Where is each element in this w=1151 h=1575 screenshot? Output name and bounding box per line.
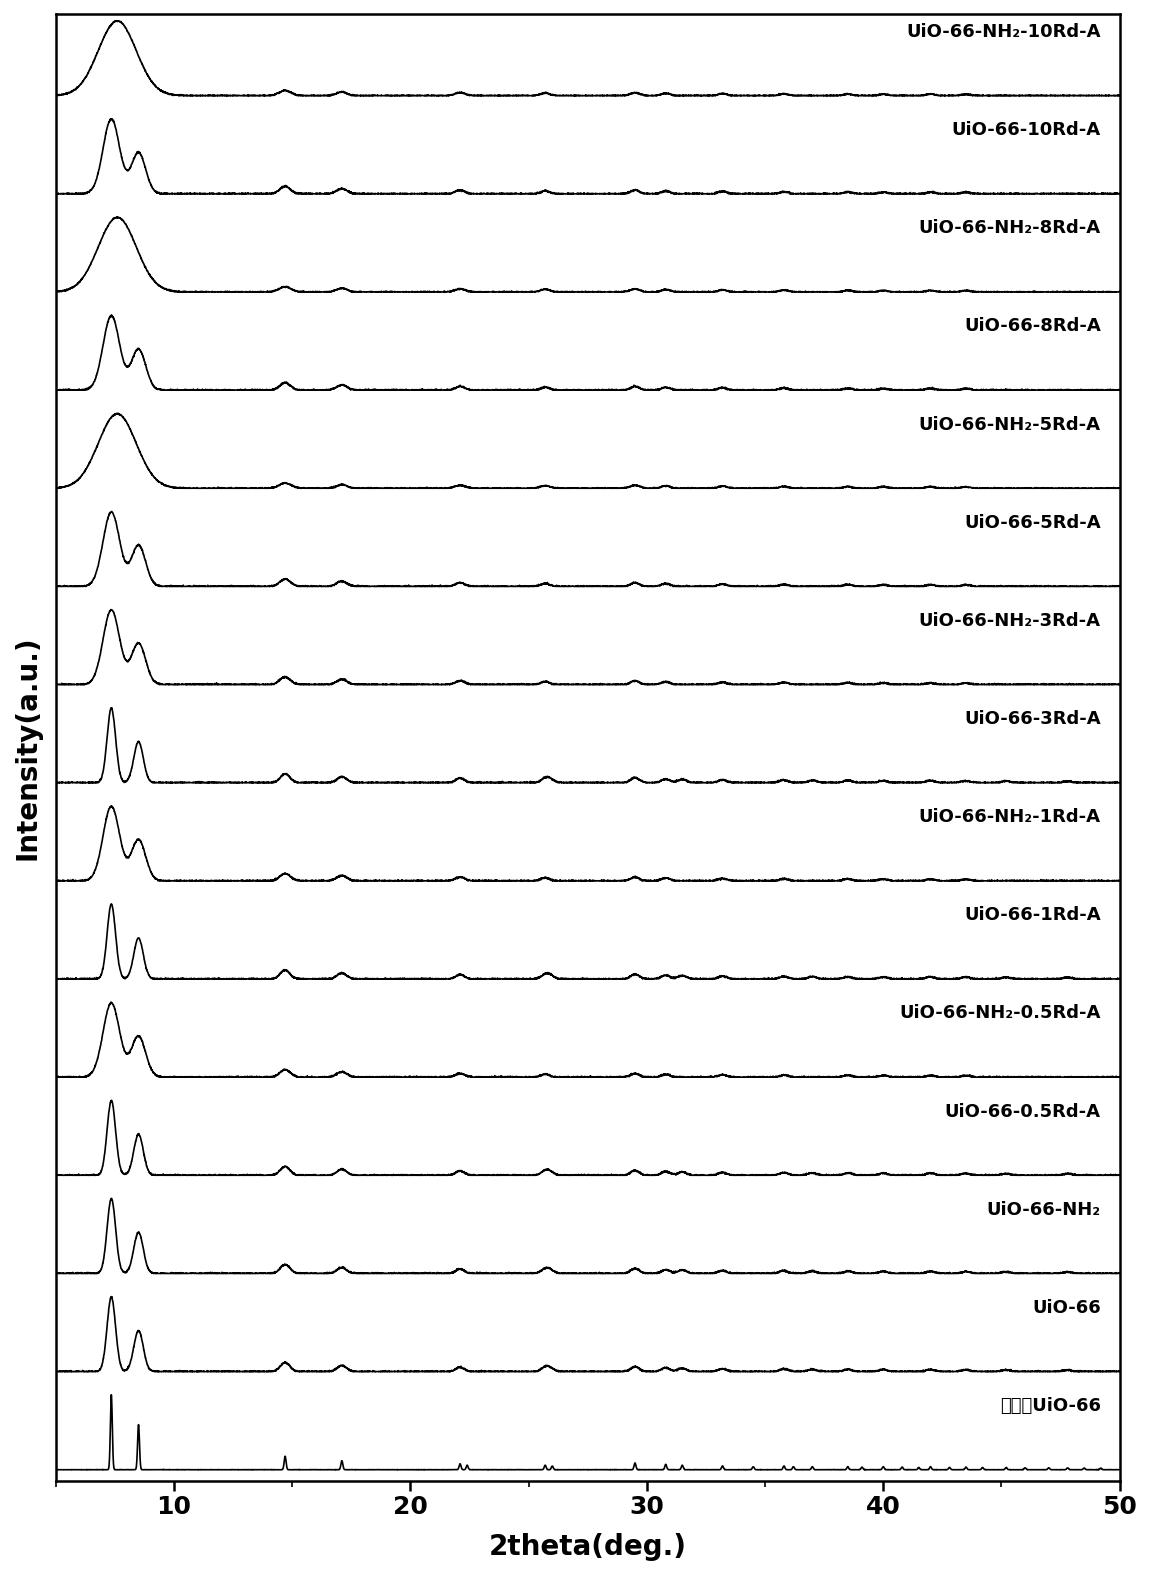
Text: UiO-66-0.5Rd-A: UiO-66-0.5Rd-A <box>945 1102 1100 1120</box>
Text: UiO-66-NH₂-10Rd-A: UiO-66-NH₂-10Rd-A <box>906 24 1100 41</box>
Text: UiO-66-10Rd-A: UiO-66-10Rd-A <box>952 121 1100 139</box>
Text: 模拟的UiO-66: 模拟的UiO-66 <box>1000 1397 1100 1414</box>
Text: UiO-66-3Rd-A: UiO-66-3Rd-A <box>965 710 1100 728</box>
Text: UiO-66-5Rd-A: UiO-66-5Rd-A <box>965 513 1100 532</box>
X-axis label: 2theta(deg.): 2theta(deg.) <box>489 1532 687 1561</box>
Text: UiO-66-NH₂-5Rd-A: UiO-66-NH₂-5Rd-A <box>918 416 1100 433</box>
Text: UiO-66-NH₂-1Rd-A: UiO-66-NH₂-1Rd-A <box>918 808 1100 827</box>
Text: UiO-66: UiO-66 <box>1032 1299 1100 1317</box>
Text: UiO-66-NH₂-3Rd-A: UiO-66-NH₂-3Rd-A <box>918 611 1100 630</box>
Text: UiO-66-NH₂-8Rd-A: UiO-66-NH₂-8Rd-A <box>918 219 1100 238</box>
Text: UiO-66-8Rd-A: UiO-66-8Rd-A <box>965 318 1100 335</box>
Text: UiO-66-NH₂-0.5Rd-A: UiO-66-NH₂-0.5Rd-A <box>899 1005 1100 1022</box>
Text: UiO-66-NH₂: UiO-66-NH₂ <box>986 1200 1100 1219</box>
Text: UiO-66-1Rd-A: UiO-66-1Rd-A <box>965 906 1100 925</box>
Y-axis label: Intensity(a.u.): Intensity(a.u.) <box>14 635 41 860</box>
